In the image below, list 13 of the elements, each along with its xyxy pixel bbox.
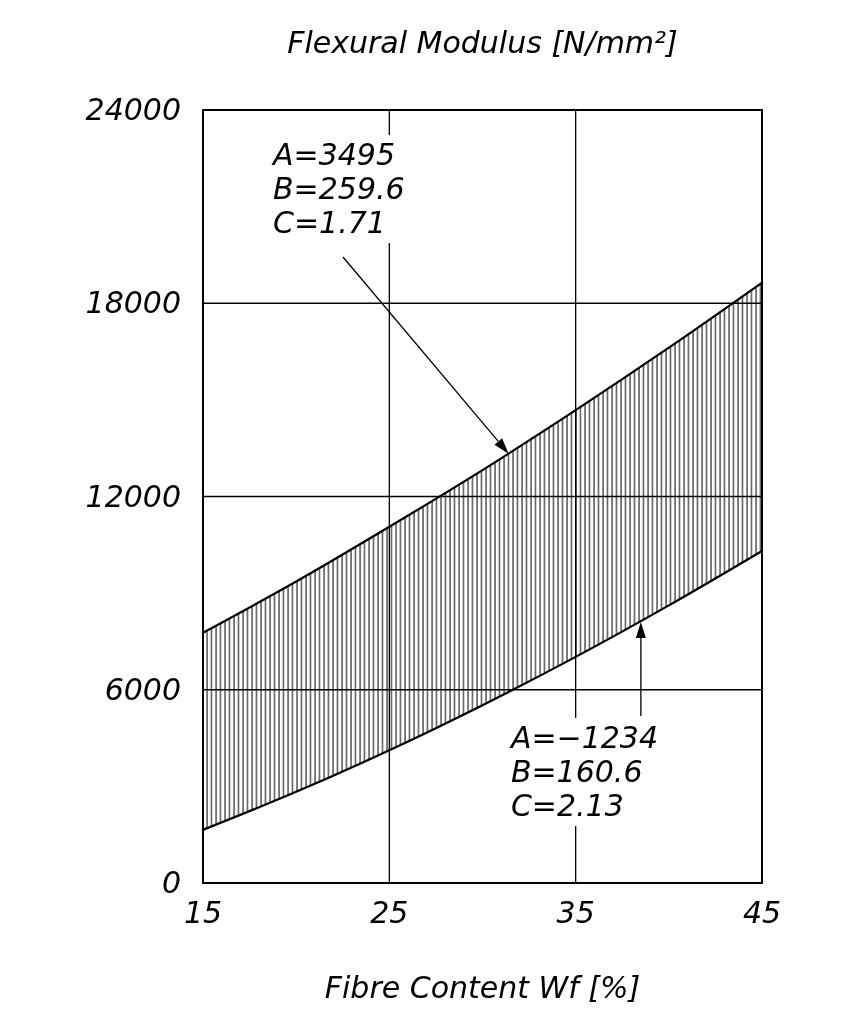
x-tick-label: 45 — [742, 895, 782, 930]
x-tick-label: 25 — [370, 895, 409, 930]
y-tick-label: 0 — [161, 865, 181, 900]
annotation: A=−1234 B=160.6 C=2.13 — [508, 720, 659, 823]
x-tick-label: 15 — [183, 895, 223, 930]
x-axis-title: Fibre Content Wf [%] — [324, 970, 641, 1005]
y-tick-label: 12000 — [85, 478, 181, 514]
annotation: A=3495 B=259.6 C=1.71 — [271, 137, 405, 240]
x-tick-label: 35 — [556, 895, 595, 930]
y-axis-title: Flexural Modulus [N/mm²] — [287, 25, 678, 60]
y-tick-label: 18000 — [85, 285, 181, 321]
y-tick-label: 24000 — [85, 92, 181, 127]
y-tick-label: 6000 — [104, 671, 181, 707]
